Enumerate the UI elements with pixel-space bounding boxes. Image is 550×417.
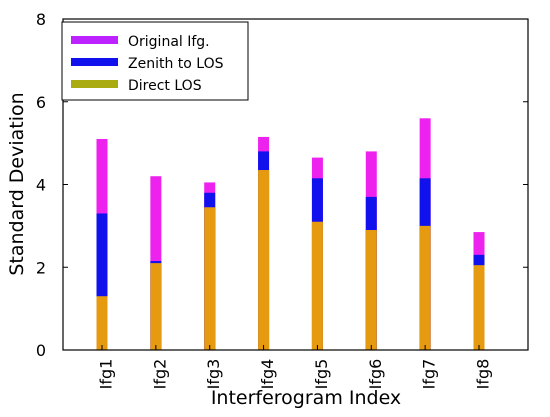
bar-direct-ifg7	[419, 225, 431, 351]
bar-direct-ifg2	[150, 263, 162, 350]
y-tick-label-8: 8	[36, 10, 46, 29]
x-axis-label: Interferogram Index	[211, 387, 401, 409]
x-tick-label-ifg5: Ifg5	[312, 359, 331, 390]
x-tick-label-ifg1: Ifg1	[97, 359, 116, 390]
y-tick-label-0: 0	[36, 341, 46, 360]
y-tick-label-4: 4	[36, 176, 46, 195]
x-tick-label-ifg3: Ifg3	[204, 359, 223, 390]
legend-swatch-original	[71, 36, 118, 44]
x-tick-label-ifg2: Ifg2	[150, 359, 169, 390]
bar-direct-ifg6	[365, 230, 377, 350]
x-tick-label-ifg6: Ifg6	[366, 359, 385, 390]
legend-swatch-zenith	[71, 58, 118, 66]
bar-direct-ifg8	[473, 265, 485, 350]
bar-zenith-ifg1	[96, 213, 108, 350]
bars-layer	[96, 118, 485, 351]
x-tick-label-ifg8: Ifg8	[474, 359, 493, 390]
bar-direct-ifg5	[311, 221, 323, 350]
legend-swatch-direct	[71, 80, 118, 88]
legend-label-direct: Direct LOS	[128, 78, 202, 94]
bar-direct-ifg1	[96, 296, 108, 350]
legend: Original Ifg. Zenith to LOS Direct LOS	[61, 21, 249, 101]
y-tick-label-6: 6	[36, 93, 46, 112]
y-tick-label-2: 2	[36, 258, 46, 277]
x-tick-label-ifg4: Ifg4	[258, 359, 277, 390]
legend-label-original: Original Ifg.	[128, 34, 210, 50]
bar-direct-ifg4	[258, 170, 270, 350]
bar-direct-ifg3	[204, 207, 216, 350]
y-axis-label: Standard Deviation	[6, 92, 28, 275]
legend-label-zenith: Zenith to LOS	[128, 56, 224, 72]
x-tick-label-ifg7: Ifg7	[420, 359, 439, 390]
ticks-layer: Ifg1 Ifg2 Ifg3 Ifg4 Ifg5 Ifg6 Ifg7 Ifg8 0 2 4 6 8	[36, 10, 528, 389]
